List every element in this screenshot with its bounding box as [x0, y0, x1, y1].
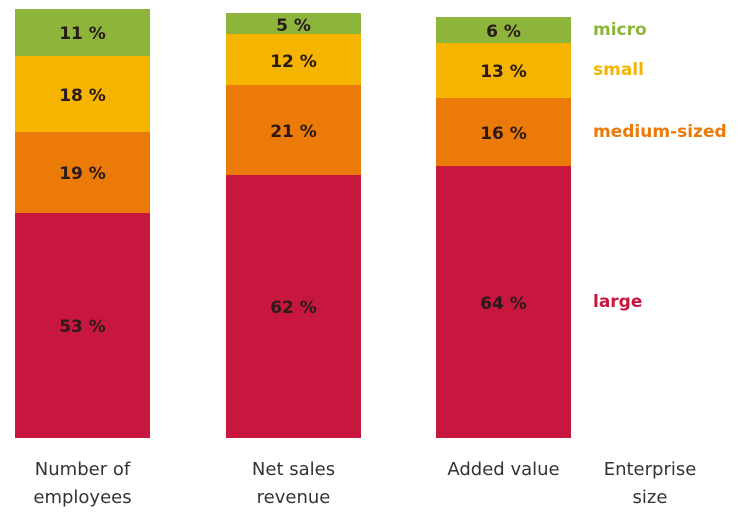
data-label: 18 % — [59, 85, 106, 106]
data-label: 11 % — [59, 24, 106, 45]
bar-segment — [436, 166, 571, 438]
data-label: 16 % — [480, 124, 527, 144]
legend-entry: large — [593, 292, 643, 312]
data-label: 21 % — [270, 121, 317, 142]
data-label: 13 % — [480, 62, 527, 83]
bar-segment — [15, 132, 150, 213]
bar-segment — [226, 34, 361, 86]
x-tick-label: Number of employees — [33, 459, 132, 508]
bar-segment — [226, 174, 361, 438]
bar-segment — [436, 98, 571, 166]
data-label: 53 % — [59, 317, 106, 338]
legend-entry: medium-sized — [593, 122, 727, 142]
bar-segment — [436, 42, 571, 98]
legend-entry: micro — [593, 20, 647, 40]
bar-segment — [226, 13, 361, 35]
bar-segment — [15, 212, 150, 438]
x-tick-label: Added value — [447, 459, 560, 480]
bar-segment — [226, 85, 361, 175]
data-label: 64 % — [480, 294, 527, 314]
data-label: 19 % — [59, 164, 106, 185]
data-label: 62 % — [270, 298, 317, 319]
bar-segment — [15, 55, 150, 132]
data-label: 12 % — [270, 51, 317, 72]
bar-segment — [436, 17, 571, 43]
legend-entry: small — [593, 60, 644, 81]
legend-title: Enterprise size — [603, 459, 697, 508]
x-tick-label: Net sales revenue — [251, 459, 336, 508]
data-label: 5 % — [276, 15, 311, 36]
bar-segment — [15, 8, 150, 56]
data-label: 6 % — [486, 22, 521, 42]
